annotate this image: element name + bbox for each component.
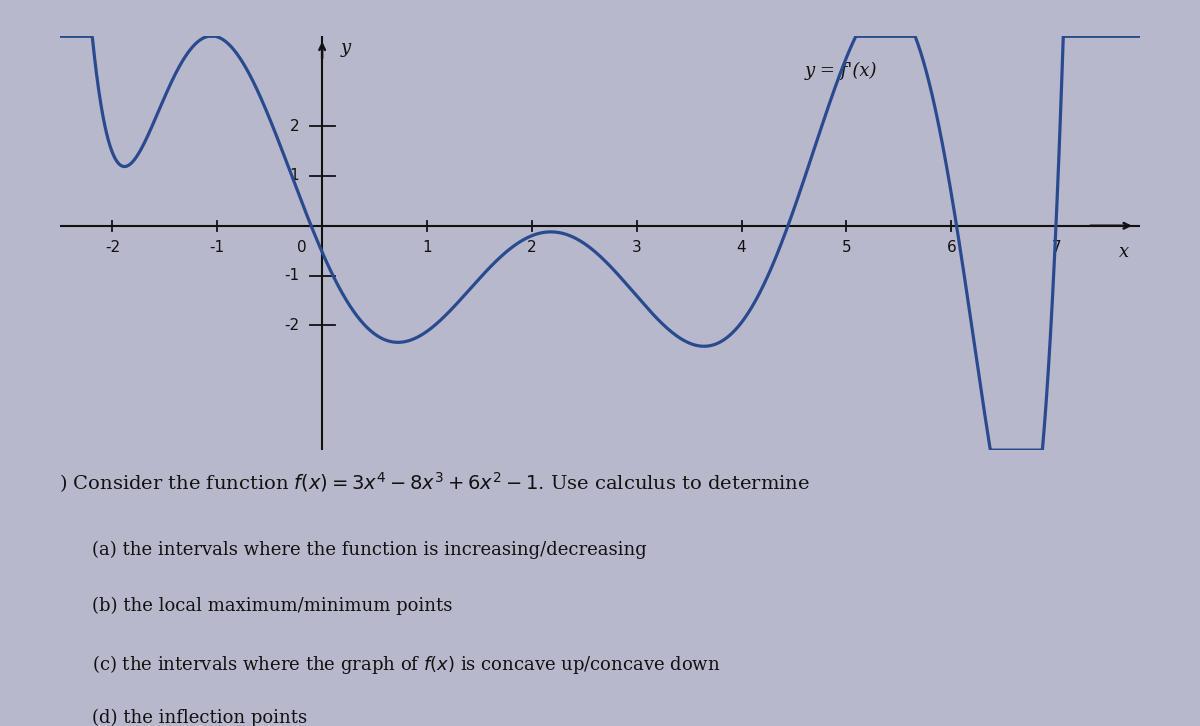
Text: 1: 1 (289, 168, 299, 184)
Text: x: x (1120, 243, 1129, 261)
Text: -2: -2 (104, 240, 120, 255)
Text: 3: 3 (632, 240, 642, 255)
Text: ) Consider the function $f(x) = 3x^4 - 8x^3 + 6x^2 - 1$. Use calculus to determi: ) Consider the function $f(x) = 3x^4 - 8… (59, 470, 810, 495)
Text: -1: -1 (284, 268, 299, 283)
Text: 7: 7 (1051, 240, 1061, 255)
Text: 2: 2 (289, 118, 299, 134)
Text: (d) the inflection points: (d) the inflection points (92, 709, 307, 726)
Text: y: y (341, 38, 352, 57)
Text: (c) the intervals where the graph of $f(x)$ is concave up/concave down: (c) the intervals where the graph of $f(… (92, 653, 721, 676)
Text: (b) the local maximum/minimum points: (b) the local maximum/minimum points (92, 597, 452, 616)
Text: -2: -2 (284, 318, 299, 333)
Text: 5: 5 (841, 240, 851, 255)
Text: y = f'(x): y = f'(x) (804, 62, 877, 81)
Text: 6: 6 (947, 240, 956, 255)
Text: 2: 2 (527, 240, 536, 255)
Text: 0: 0 (296, 240, 306, 255)
Text: 4: 4 (737, 240, 746, 255)
Text: (a) the intervals where the function is increasing/decreasing: (a) the intervals where the function is … (92, 542, 647, 560)
Text: -1: -1 (210, 240, 224, 255)
Text: 1: 1 (422, 240, 432, 255)
